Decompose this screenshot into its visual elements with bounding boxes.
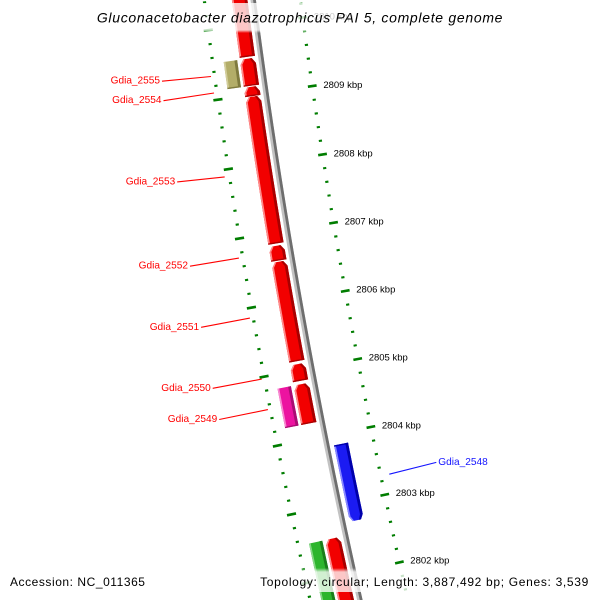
svg-text:Gdia_2548: Gdia_2548 <box>438 457 488 468</box>
svg-text:Gdia_2550: Gdia_2550 <box>161 383 211 394</box>
svg-text:Accession: NC_011365: Accession: NC_011365 <box>10 575 146 589</box>
svg-text:Gdia_2554: Gdia_2554 <box>112 95 162 106</box>
svg-text:Gdia_2555: Gdia_2555 <box>111 76 161 87</box>
svg-text:2807 kbp: 2807 kbp <box>345 216 384 227</box>
svg-text:2809 kbp: 2809 kbp <box>323 80 362 91</box>
svg-text:2804 kbp: 2804 kbp <box>382 420 421 431</box>
svg-text:Gdia_2553: Gdia_2553 <box>126 176 176 187</box>
svg-text:2803 kbp: 2803 kbp <box>396 488 435 499</box>
svg-text:Gdia_2549: Gdia_2549 <box>168 414 218 425</box>
svg-text:2806 kbp: 2806 kbp <box>356 285 395 296</box>
svg-text:2805 kbp: 2805 kbp <box>369 352 408 363</box>
svg-text:2802 kbp: 2802 kbp <box>410 555 449 566</box>
svg-text:Gluconacetobacter diazotrophic: Gluconacetobacter diazotrophicus PAI 5, … <box>97 10 503 26</box>
svg-text:2808 kbp: 2808 kbp <box>334 148 373 159</box>
svg-text:Gdia_2551: Gdia_2551 <box>150 322 200 333</box>
svg-text:Gdia_2552: Gdia_2552 <box>139 261 189 272</box>
svg-text:Topology: circular; Length: 3,: Topology: circular; Length: 3,887,492 bp… <box>260 575 589 589</box>
